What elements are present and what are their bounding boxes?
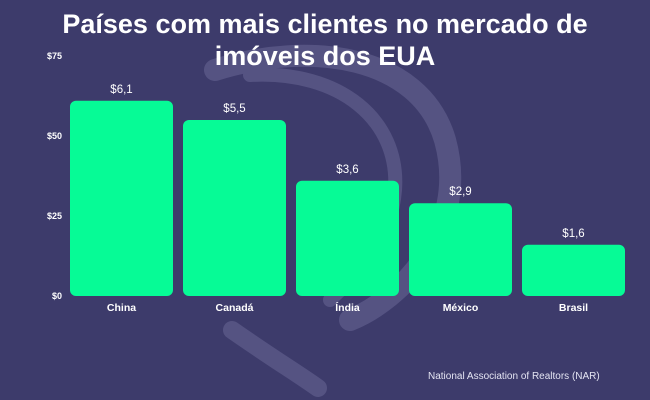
bar [70, 100, 173, 296]
x-tick-label: Índia [335, 301, 360, 314]
x-tick-label: China [107, 302, 136, 314]
x-tick-label: Canadá [216, 302, 254, 314]
chart-title: Países com mais clientes no mercado de i… [0, 8, 650, 72]
x-axis: China Canadá Índia México Brasil [107, 301, 588, 314]
bars [70, 100, 625, 296]
bar-data-label: $5,5 [223, 103, 245, 115]
bar-data-label: $3,6 [336, 164, 358, 176]
y-tick-label: $50 [47, 131, 62, 141]
bar-data-label: $1,6 [562, 228, 584, 240]
source-note: National Association of Realtors (NAR) [428, 371, 600, 382]
data-labels: $6,1 $5,5 $3,6 $2,9 $1,6 [110, 84, 584, 240]
y-tick-label: $0 [52, 291, 62, 301]
bar [296, 180, 399, 296]
chart-title-line-2: imóveis dos EUA [214, 41, 436, 71]
bar-data-label: $6,1 [110, 84, 132, 96]
bar [183, 120, 286, 296]
x-tick-label: Brasil [559, 302, 588, 314]
bar [409, 203, 512, 296]
chart-title-line-1: Países com mais clientes no mercado de [62, 9, 588, 39]
y-axis: $0 $25 $50 $75 [47, 51, 62, 301]
y-tick-label: $25 [47, 211, 62, 221]
bar-data-label: $2,9 [449, 186, 471, 198]
y-tick-label: $75 [47, 51, 62, 61]
bar [522, 244, 625, 296]
x-tick-label: México [443, 302, 479, 314]
